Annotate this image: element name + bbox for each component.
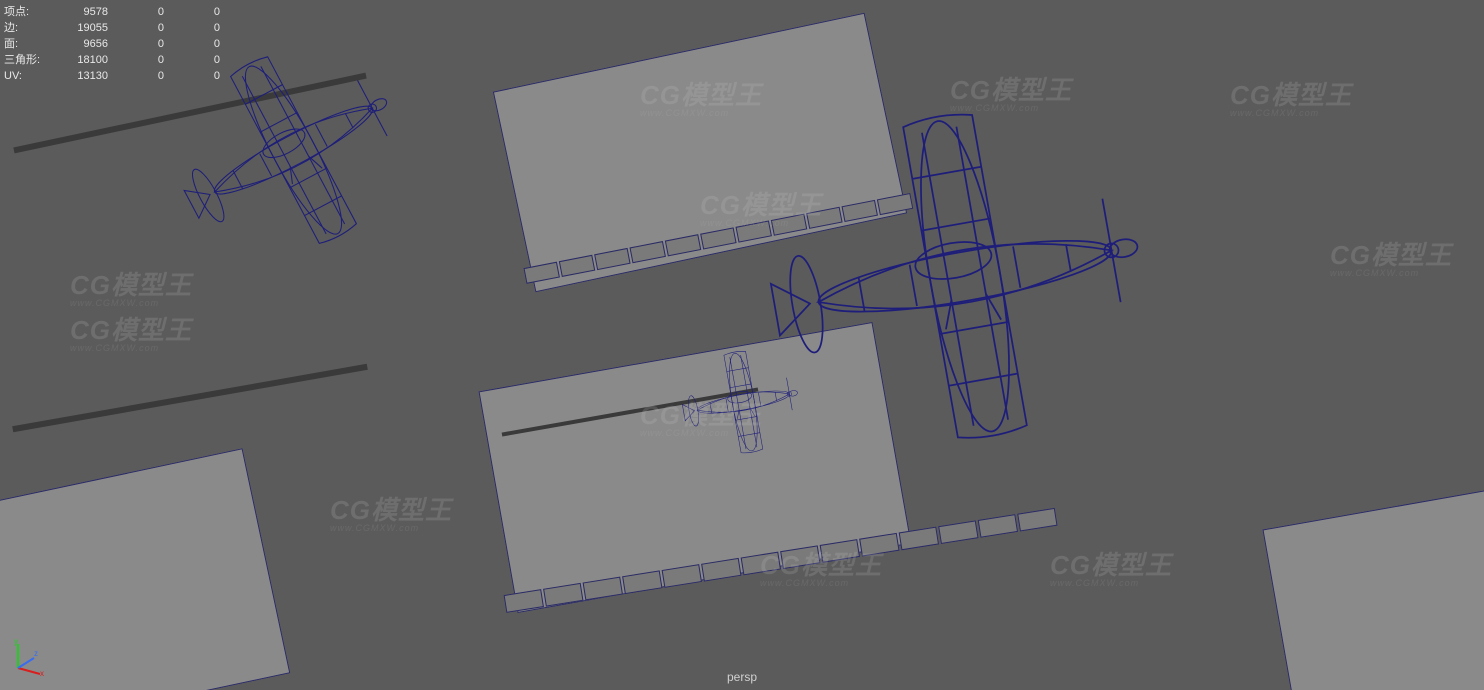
hud-value: 19055 — [52, 20, 108, 36]
hud-label: 边: — [4, 20, 52, 36]
camera-name-label: persp — [727, 670, 757, 684]
watermark: CG模型王www.CGMXW.com — [1330, 235, 1452, 278]
watermark: CG模型王www.CGMXW.com — [700, 185, 822, 228]
hud-value: 13130 — [52, 68, 108, 84]
watermark: CG模型王www.CGMXW.com — [70, 265, 192, 308]
hud-label: 三角形: — [4, 52, 52, 68]
line-strip — [12, 364, 368, 432]
view-axis-gizmo: y x z — [10, 636, 50, 676]
watermark: CG模型王www.CGMXW.com — [1230, 75, 1352, 118]
hud-value: 9578 — [52, 4, 108, 20]
hud-label: 项点: — [4, 4, 52, 20]
hud-label: 面: — [4, 36, 52, 52]
watermark: CG模型王www.CGMXW.com — [70, 310, 192, 353]
hud-value: 0 — [164, 68, 220, 84]
hud-value: 0 — [108, 36, 164, 52]
watermark: CG模型王www.CGMXW.com — [1050, 545, 1172, 588]
axis-z — [18, 658, 34, 668]
axis-x — [18, 668, 40, 674]
hud-value: 0 — [108, 68, 164, 84]
hud-value: 0 — [164, 36, 220, 52]
hud-value: 0 — [108, 52, 164, 68]
hud-row: UV:1313000 — [4, 68, 220, 84]
hud-value: 0 — [108, 4, 164, 20]
hud-row: 三角形:1810000 — [4, 52, 220, 68]
hud-value: 0 — [108, 20, 164, 36]
hud-row: 边:1905500 — [4, 20, 220, 36]
hud-value: 18100 — [52, 52, 108, 68]
hud-value: 9656 — [52, 36, 108, 52]
watermark: CG模型王www.CGMXW.com — [640, 75, 762, 118]
hud-value: 0 — [164, 20, 220, 36]
watermark: CG模型王www.CGMXW.com — [640, 395, 762, 438]
hud-value: 0 — [164, 4, 220, 20]
polycount-hud: 项点:957800边:1905500面:965600三角形:1810000UV:… — [4, 4, 220, 84]
viewport[interactable]: CG模型王www.CGMXW.comCG模型王www.CGMXW.comCG模型… — [0, 0, 1484, 690]
hud-label: UV: — [4, 68, 52, 84]
watermark: CG模型王www.CGMXW.com — [330, 490, 452, 533]
aircraft-wireframe[interactable] — [727, 61, 1237, 493]
hud-row: 面:965600 — [4, 36, 220, 52]
svg-text:x: x — [40, 669, 44, 676]
scene-3d[interactable]: CG模型王www.CGMXW.comCG模型王www.CGMXW.comCG模型… — [0, 0, 1484, 690]
reference-plane[interactable] — [1262, 474, 1484, 690]
watermark: CG模型王www.CGMXW.com — [950, 70, 1072, 113]
hud-row: 项点:957800 — [4, 4, 220, 20]
svg-text:z: z — [34, 649, 38, 658]
svg-text:y: y — [14, 637, 18, 646]
hud-value: 0 — [164, 52, 220, 68]
watermark: CG模型王www.CGMXW.com — [760, 545, 882, 588]
